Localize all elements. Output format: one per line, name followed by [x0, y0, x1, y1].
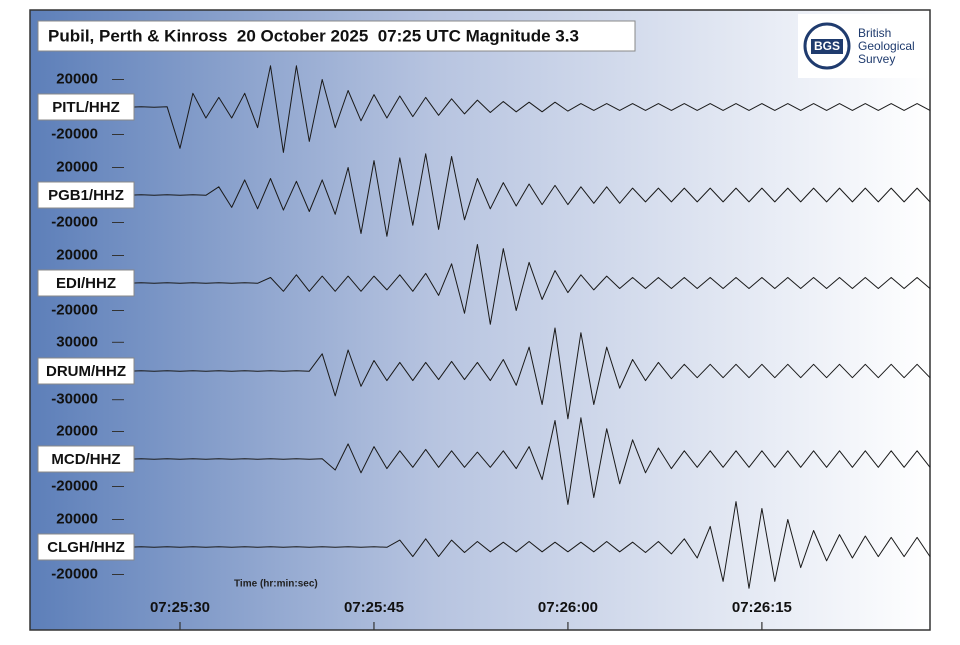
logo-abbr: BGS — [814, 39, 840, 53]
y-tick-label: 20000 — [56, 158, 98, 175]
logo-line: Geological — [858, 39, 915, 53]
logo: BGS British Geological Survey — [798, 14, 926, 78]
station-label-box — [37, 93, 135, 121]
x-tick-label: 07:25:45 — [344, 599, 404, 616]
y-tick-label: -20000 — [51, 213, 98, 230]
station-label: EDI/HHZ — [56, 275, 116, 292]
logo-line: Survey — [858, 52, 895, 66]
y-tick-label: 30000 — [56, 333, 98, 350]
title-box — [37, 20, 636, 52]
station-label: DRUM/HHZ — [46, 363, 126, 380]
station-label: PGB1/HHZ — [48, 187, 124, 204]
waveform — [37, 501, 931, 589]
station-label-box — [37, 357, 135, 385]
y-tick-label: -20000 — [51, 565, 98, 582]
station-label: MCD/HHZ — [51, 451, 120, 468]
y-tick-label: 20000 — [56, 70, 98, 87]
x-tick-label: 07:26:00 — [538, 599, 598, 616]
y-tick-label: -20000 — [51, 477, 98, 494]
station-label-box — [37, 533, 135, 561]
station-label: PITL/HHZ — [52, 99, 120, 116]
station-label-box — [37, 445, 135, 473]
y-tick-label: 20000 — [56, 422, 98, 439]
x-axis-label: Time (hr:min:sec) — [234, 579, 318, 590]
logo-band — [811, 39, 843, 54]
waveform — [37, 65, 931, 153]
station-label-box — [37, 269, 135, 297]
station-label: CLGH/HHZ — [47, 539, 125, 556]
y-tick-label: -20000 — [51, 301, 98, 318]
waveform — [37, 417, 931, 505]
logo-line: British — [858, 26, 891, 40]
chart-title: Pubil, Perth & Kinross 20 October 2025 0… — [48, 26, 579, 45]
y-tick-label: 20000 — [56, 246, 98, 263]
waveform — [37, 327, 931, 420]
x-tick-label: 07:25:30 — [150, 599, 210, 616]
waveform — [37, 153, 931, 237]
waveform — [37, 244, 931, 325]
y-tick-label: -20000 — [51, 125, 98, 142]
station-label-box — [37, 181, 135, 209]
plot-frame — [29, 9, 931, 631]
y-tick-label: -30000 — [51, 391, 98, 408]
y-tick-label: 20000 — [56, 510, 98, 527]
x-tick-label: 07:26:15 — [732, 599, 792, 616]
